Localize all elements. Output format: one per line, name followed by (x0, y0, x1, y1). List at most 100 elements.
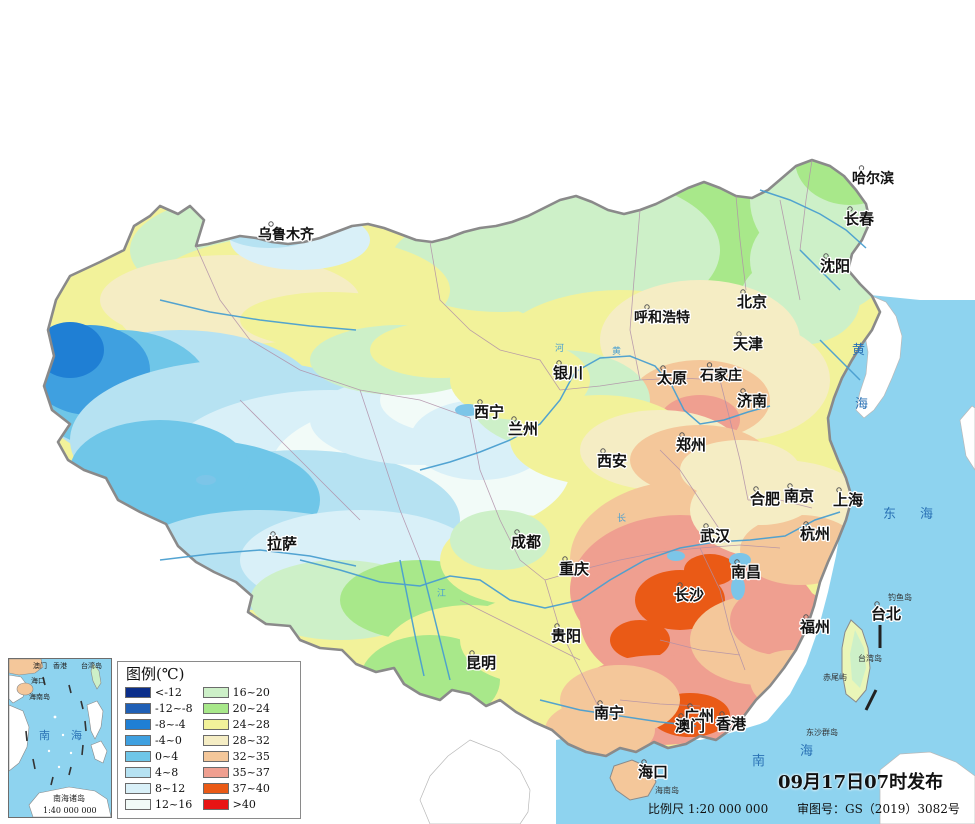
legend-swatch (202, 718, 229, 730)
legend-swatch (125, 734, 151, 746)
city-marker-dot (858, 165, 865, 171)
south-china-sea-inset: 海口 海南岛 澳门 香港 台湾岛 南 海 南海诸岛 1:40 000 000 (8, 658, 112, 818)
city-marker-dot (703, 523, 709, 529)
legend-label: 28~32 (232, 733, 270, 747)
legend-swatch (125, 686, 151, 698)
ocean-areas (419, 292, 975, 824)
svg-text:江: 江 (437, 588, 446, 599)
city-marker-dot (823, 253, 829, 259)
legend-label: 32~35 (232, 749, 270, 763)
inset-islands-label: 南海诸岛 (53, 793, 85, 803)
legend-row: 28~32 (202, 733, 270, 748)
legend-swatch (202, 782, 229, 794)
inset-place-label: 香港 (53, 661, 67, 670)
city-marker-dot (677, 582, 683, 588)
legend-row: 24~28 (202, 717, 270, 732)
legend-row: 20~24 (202, 701, 270, 716)
city-label: 广州 (684, 707, 714, 725)
legend-row: 35~37 (202, 765, 270, 780)
svg-text:黄: 黄 (612, 345, 621, 357)
city-label: 昆明 (466, 654, 496, 672)
boundary-ticks (864, 625, 882, 711)
legend-row: -4~0 (125, 733, 193, 748)
city-marker-dot (874, 601, 880, 607)
city-marker-dot (847, 206, 853, 212)
city-label: 南京 (784, 487, 814, 505)
city-label: 西宁 (474, 403, 504, 421)
legend-row: -8~-4 (125, 717, 193, 732)
city-label: 福州 (799, 618, 830, 636)
city-label: 太原 (657, 369, 687, 387)
inset-place-label: 海口 (31, 676, 45, 685)
city-label: 乌鲁木齐 (258, 226, 315, 243)
city-marker-dot (678, 713, 684, 719)
city-marker-dot (597, 700, 603, 706)
city-marker-dot (477, 399, 483, 405)
legend-title: 图例(℃) (126, 665, 185, 683)
inset-place-label: 台湾岛 (81, 661, 102, 670)
city-label: 杭州 (800, 525, 830, 543)
legend-label: <-12 (155, 685, 182, 699)
map-scale: 比例尺 1:20 000 000 (648, 802, 769, 816)
legend-label: 24~28 (232, 717, 270, 731)
legend-row: 0~4 (125, 749, 193, 764)
city-label: 贵阳 (551, 627, 581, 645)
city-marker-dot (514, 529, 520, 535)
legend-label: 16~20 (232, 685, 270, 699)
city-marker-dot (679, 432, 685, 438)
legend-label: >40 (232, 797, 256, 811)
legend-row: 4~8 (125, 765, 193, 780)
city-label: 沈阳 (820, 257, 850, 275)
sea-labels: 黄海东 海南海 (752, 343, 937, 769)
city-marker-dot (469, 650, 475, 656)
city-marker-dot (836, 487, 842, 493)
city-label: 成都 (511, 533, 541, 551)
city-marker-dot (600, 448, 606, 454)
city-marker-dot (740, 388, 746, 394)
legend-swatch (125, 718, 151, 730)
legend-swatch (125, 750, 151, 762)
city-marker-dot (556, 360, 562, 366)
sea-label-donghai-hai: 海 (920, 507, 937, 522)
city-label: 台北 (871, 605, 901, 623)
svg-text:长: 长 (617, 512, 626, 524)
city-label: 天津 (733, 335, 763, 353)
city-marker-dot (660, 365, 666, 371)
legend-swatch (125, 702, 151, 714)
city-label: 兰州 (508, 420, 538, 438)
geo-label: 赤尾屿 (823, 673, 847, 682)
sea-label-黄海: 黄 (852, 343, 869, 358)
city-marker-dot (734, 559, 740, 565)
legend-row: 32~35 (202, 749, 270, 764)
legend-row: 16~20 (202, 685, 270, 700)
city-marker-dot (753, 486, 759, 492)
city-label: 拉萨 (267, 535, 297, 553)
legend-label: -4~0 (155, 733, 182, 747)
city-marker-dot (687, 703, 693, 709)
legend-row: 12~16 (125, 797, 193, 812)
release-time: 09月17日07时发布 (778, 772, 944, 793)
city-label: 香港 (716, 715, 747, 733)
city-marker-dot (740, 289, 746, 295)
city-marker-dot (706, 362, 713, 368)
temperature-legend: 图例(℃) <-12 -12~-8 -8~-4 -4~0 0~4 4~8 8~12 12~16… (117, 661, 301, 819)
city-label: 澳门 (675, 717, 705, 735)
city-label: 重庆 (559, 560, 589, 578)
legend-row: 37~40 (202, 781, 270, 796)
city-label: 银川 (553, 364, 583, 382)
legend-label: -8~-4 (155, 717, 186, 731)
city-marker-dot (511, 416, 517, 422)
legend-label: 35~37 (232, 765, 270, 779)
sea-label-nanhai-nan: 南 (752, 753, 769, 769)
legend-row: 8~12 (125, 781, 193, 796)
city-label: 哈尔滨 (852, 170, 894, 187)
geo-label: 台湾岛 (858, 653, 882, 663)
legend-label: 8~12 (155, 781, 186, 795)
city-label: 北京 (737, 293, 767, 311)
city-label: 呼和浩特 (634, 309, 690, 326)
legend-column-cold: <-12 -12~-8 -8~-4 -4~0 0~4 4~8 8~12 12~16 (125, 685, 193, 812)
city-marker-dot (268, 221, 274, 227)
